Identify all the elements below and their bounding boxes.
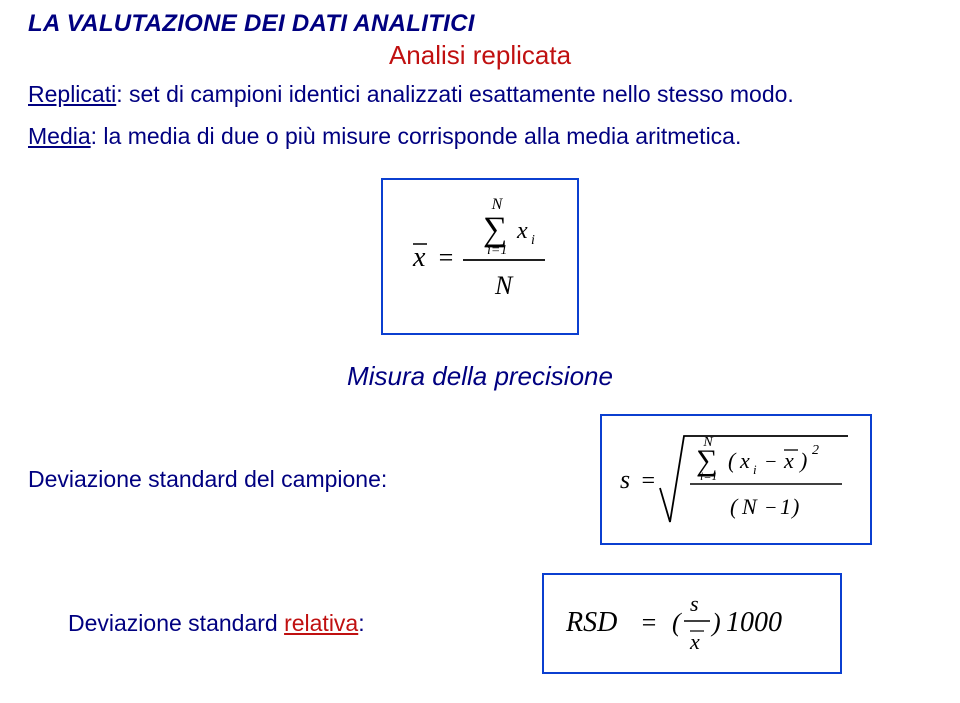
rsd-num: s bbox=[690, 591, 699, 616]
paragraph-media: Media: la media di due o più misure corr… bbox=[28, 119, 932, 155]
rsd-label-red: relativa bbox=[284, 610, 358, 636]
media-text: : la media di due o più misure corrispon… bbox=[91, 123, 742, 149]
std-xi: x bbox=[739, 448, 750, 473]
replicati-text: : set di campioni identici analizzati es… bbox=[116, 81, 794, 107]
rsd-factor: 1000 bbox=[726, 607, 782, 638]
std-minus: − bbox=[764, 451, 778, 473]
term-media: Media bbox=[28, 123, 91, 149]
mean-xi: x bbox=[516, 218, 528, 244]
rsd-close: ) bbox=[710, 608, 721, 637]
std-den-open: ( bbox=[730, 494, 739, 519]
std-den-one: 1 bbox=[780, 494, 791, 519]
std-xbar: x bbox=[783, 448, 794, 473]
rsd-den: x bbox=[689, 629, 700, 654]
std-formula-box: s = N ∑ i=1 ( x i − x ) 2 ( N bbox=[600, 414, 872, 545]
rsd-label-suffix: : bbox=[358, 610, 364, 636]
section-heading: Analisi replicata bbox=[28, 40, 932, 71]
rsd-label-prefix: Deviazione standard bbox=[68, 610, 284, 636]
std-row: Deviazione standard del campione: s = N … bbox=[28, 414, 932, 545]
std-den-close: ) bbox=[790, 494, 799, 519]
std-label: Deviazione standard del campione: bbox=[28, 466, 387, 493]
mean-formula-box: x = N ∑ i=1 x i N bbox=[381, 178, 579, 335]
rsd-formula-svg: RSD = ( s x ) 1000 bbox=[562, 585, 822, 657]
rsd-lhs: RSD bbox=[565, 607, 617, 638]
term-replicati: Replicati bbox=[28, 81, 116, 107]
rsd-eq: = bbox=[640, 608, 658, 637]
paragraph-replicati: Replicati: set di campioni identici anal… bbox=[28, 77, 932, 113]
std-den-minus: − bbox=[764, 497, 778, 519]
std-close: ) bbox=[798, 448, 807, 473]
precision-heading: Misura della precisione bbox=[28, 361, 932, 392]
std-lhs: s bbox=[620, 465, 630, 494]
std-formula-svg: s = N ∑ i=1 ( x i − x ) 2 ( N bbox=[616, 422, 856, 532]
std-sum-lower: i=1 bbox=[700, 469, 717, 483]
std-den-N: N bbox=[741, 494, 758, 519]
mean-xi-sub: i bbox=[531, 233, 535, 248]
mean-formula-svg: x = N ∑ i=1 x i N bbox=[405, 194, 555, 314]
rsd-label: Deviazione standard relativa: bbox=[68, 610, 365, 637]
rsd-formula-box: RSD = ( s x ) 1000 bbox=[542, 573, 842, 674]
std-open: ( bbox=[728, 448, 737, 473]
slide-page: LA VALUTAZIONE DEI DATI ANALITICI Analis… bbox=[0, 0, 960, 703]
rsd-open: ( bbox=[672, 608, 682, 637]
std-xi-sub: i bbox=[753, 462, 757, 477]
page-title: LA VALUTAZIONE DEI DATI ANALITICI bbox=[28, 10, 932, 38]
mean-formula-wrap: x = N ∑ i=1 x i N bbox=[28, 178, 932, 335]
rsd-row: Deviazione standard relativa: RSD = ( s … bbox=[28, 573, 932, 674]
std-power: 2 bbox=[812, 443, 819, 458]
mean-eq: = bbox=[437, 243, 455, 272]
mean-denom: N bbox=[494, 271, 514, 300]
std-eq: = bbox=[640, 468, 656, 494]
mean-lhs: x bbox=[412, 242, 426, 273]
mean-sum-lower: i=1 bbox=[487, 243, 507, 258]
